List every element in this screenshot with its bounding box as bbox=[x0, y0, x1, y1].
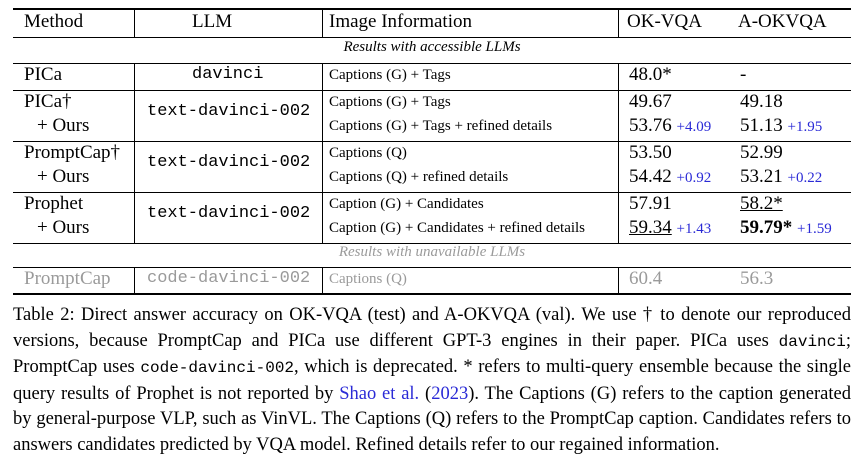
ok-pica-dagger: 49.67 bbox=[629, 91, 672, 112]
aok-promptcap-dagger: 52.99 bbox=[740, 142, 783, 163]
ok-pica: 48.0* bbox=[629, 64, 672, 85]
ok-promptcap-orig: 60.4 bbox=[629, 268, 663, 289]
aok-promptcap-ours: 53.21 +0.22 bbox=[740, 166, 823, 187]
info-promptcap-orig: Captions (Q) bbox=[329, 271, 407, 287]
header-row: Method LLM Image Information OK-VQA A-OK… bbox=[13, 10, 851, 34]
ok-pica-ours-gain: +4.09 bbox=[676, 119, 712, 135]
aok-promptcap-orig: 56.3 bbox=[740, 268, 774, 289]
llm-davinci: davinci bbox=[192, 65, 264, 84]
code-davinci: davinci bbox=[778, 332, 846, 351]
header-image-info: Image Information bbox=[329, 11, 472, 32]
section-unavailable-label: Results with unavailable LLMs bbox=[338, 244, 526, 260]
llm-code-davinci: code-davinci-002 bbox=[147, 269, 311, 288]
table-caption: Table 2: Direct answer accuracy on OK-VQ… bbox=[13, 305, 852, 455]
aok-prophet-ours-gain: +1.59 bbox=[797, 221, 832, 237]
bottom-rule bbox=[13, 293, 851, 295]
ok-promptcap-ours: 54.42 +0.92 bbox=[629, 166, 712, 187]
method-pica-dagger: PICa† bbox=[24, 91, 72, 112]
aok-prophet-ours: 59.79* +1.59 bbox=[740, 217, 832, 238]
method-pica-ours: + Ours bbox=[37, 115, 90, 136]
aok-pica-ours-gain: +1.95 bbox=[787, 119, 823, 135]
method-promptcap-orig: PromptCap bbox=[24, 268, 111, 289]
ok-promptcap-ours-gain: +0.92 bbox=[676, 170, 712, 186]
llm-prophet: text-davinci-002 bbox=[147, 204, 311, 223]
method-prophet: Prophet bbox=[24, 193, 84, 214]
ok-prophet: 57.91 bbox=[629, 193, 672, 214]
header-method: Method bbox=[24, 11, 84, 32]
info-prophet: Caption (G) + Candidates bbox=[329, 196, 484, 212]
llm-promptcap-dagger: text-davinci-002 bbox=[147, 153, 311, 172]
citation-link[interactable]: Shao et al. bbox=[339, 383, 420, 404]
info-promptcap-ours: Captions (Q) + refined details bbox=[329, 169, 509, 185]
info-pica-dagger: Captions (G) + Tags bbox=[329, 94, 451, 110]
info-prophet-ours: Caption (G) + Candidates + refined detai… bbox=[329, 220, 586, 236]
ok-prophet-ours-gain: +1.43 bbox=[676, 221, 712, 237]
method-promptcap-ours: + Ours bbox=[37, 166, 90, 187]
method-promptcap-dagger: PromptCap† bbox=[24, 142, 121, 163]
header-aokvqa: A-OKVQA bbox=[738, 11, 827, 32]
section-accessible-label: Results with accessible LLMs bbox=[343, 39, 521, 55]
header-okvqa: OK-VQA bbox=[627, 11, 702, 32]
header-llm: LLM bbox=[192, 11, 233, 32]
info-promptcap-dagger: Captions (Q) bbox=[329, 145, 407, 161]
aok-pica: - bbox=[740, 64, 747, 85]
code-code-davinci: code-davinci-002 bbox=[140, 359, 295, 377]
info-pica: Captions (G) + Tags bbox=[329, 67, 451, 83]
aok-pica-ours: 51.13 +1.95 bbox=[740, 115, 823, 136]
aok-pica-dagger: 49.18 bbox=[740, 91, 783, 112]
method-pica: PICa bbox=[24, 64, 62, 85]
method-prophet-ours: + Ours bbox=[37, 217, 90, 238]
llm-pica-dagger: text-davinci-002 bbox=[147, 102, 311, 121]
info-pica-ours: Captions (G) + Tags + refined details bbox=[329, 118, 553, 134]
ok-promptcap-dagger: 53.50 bbox=[629, 142, 672, 163]
citation-year-link[interactable]: 2023 bbox=[431, 383, 469, 404]
aok-promptcap-ours-gain: +0.22 bbox=[787, 170, 823, 186]
ok-prophet-ours: 59.34 +1.43 bbox=[629, 217, 712, 238]
aok-prophet: 58.2* bbox=[740, 193, 783, 214]
top-rule bbox=[13, 8, 851, 10]
ok-pica-ours: 53.76 +4.09 bbox=[629, 115, 712, 136]
